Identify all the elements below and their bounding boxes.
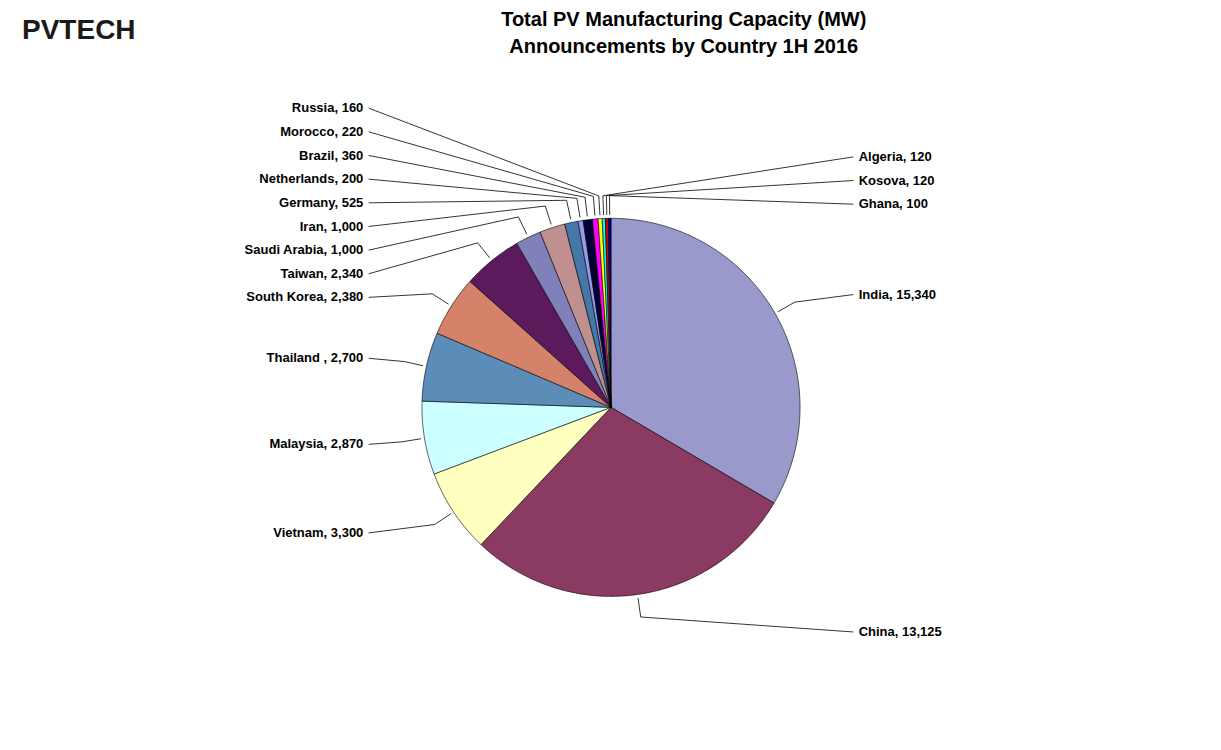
svg-text:Morocco, 220: Morocco, 220: [280, 124, 363, 139]
svg-text:Russia, 160: Russia, 160: [292, 100, 364, 115]
svg-text:South Korea, 2,380: South Korea, 2,380: [246, 289, 363, 304]
svg-text:Brazil, 360: Brazil, 360: [299, 148, 363, 163]
svg-text:Saudi Arabia, 1,000: Saudi Arabia, 1,000: [245, 242, 364, 257]
svg-text:Kosova, 120: Kosova, 120: [859, 173, 935, 188]
svg-text:Ghana, 100: Ghana, 100: [859, 196, 928, 211]
svg-text:China, 13,125: China, 13,125: [859, 624, 942, 639]
svg-text:Algeria, 120: Algeria, 120: [859, 149, 932, 164]
svg-text:Taiwan, 2,340: Taiwan, 2,340: [280, 266, 363, 281]
svg-text:Vietnam, 3,300: Vietnam, 3,300: [273, 525, 363, 540]
svg-text:India, 15,340: India, 15,340: [859, 287, 936, 302]
svg-text:Germany, 525: Germany, 525: [279, 195, 363, 210]
svg-text:Malaysia, 2,870: Malaysia, 2,870: [269, 436, 363, 451]
svg-text:Netherlands, 200: Netherlands, 200: [259, 171, 363, 186]
html-text:Total PV Manufacturing Capacit: Total PV Manufacturing Capacity (MW): [501, 8, 867, 30]
svg-text:Thailand , 2,700: Thailand , 2,700: [267, 350, 364, 365]
html-text:Announcements by Country 1H 20: Announcements by Country 1H 2016: [509, 35, 859, 57]
svg-text:Iran, 1,000: Iran, 1,000: [300, 219, 364, 234]
html-text:PVTECH: PVTECH: [22, 14, 136, 45]
